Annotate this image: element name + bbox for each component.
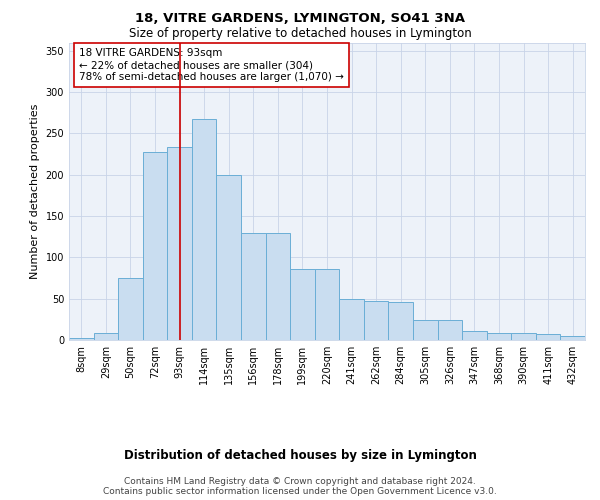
Text: Distribution of detached houses by size in Lymington: Distribution of detached houses by size … [124, 448, 476, 462]
Bar [315, 269, 339, 340]
Bar [364, 301, 388, 340]
Bar [511, 334, 536, 340]
Bar [560, 336, 585, 340]
Bar [118, 278, 143, 340]
Bar [290, 269, 315, 340]
Bar [217, 174, 241, 340]
Text: Size of property relative to detached houses in Lymington: Size of property relative to detached ho… [128, 28, 472, 40]
Bar [143, 152, 167, 340]
Text: Contains public sector information licensed under the Open Government Licence v3: Contains public sector information licen… [103, 486, 497, 496]
Bar [339, 298, 364, 340]
Bar [192, 118, 217, 340]
Y-axis label: Number of detached properties: Number of detached properties [30, 104, 40, 279]
Bar [167, 146, 192, 340]
Text: Contains HM Land Registry data © Crown copyright and database right 2024.: Contains HM Land Registry data © Crown c… [124, 476, 476, 486]
Bar [241, 232, 266, 340]
Bar [69, 338, 94, 340]
Bar [266, 232, 290, 340]
Text: 18 VITRE GARDENS: 93sqm
← 22% of detached houses are smaller (304)
78% of semi-d: 18 VITRE GARDENS: 93sqm ← 22% of detache… [79, 48, 344, 82]
Bar [487, 332, 511, 340]
Bar [413, 320, 437, 340]
Bar [437, 320, 462, 340]
Bar [462, 331, 487, 340]
Bar [94, 334, 118, 340]
Bar [388, 302, 413, 340]
Text: 18, VITRE GARDENS, LYMINGTON, SO41 3NA: 18, VITRE GARDENS, LYMINGTON, SO41 3NA [135, 12, 465, 26]
Bar [536, 334, 560, 340]
